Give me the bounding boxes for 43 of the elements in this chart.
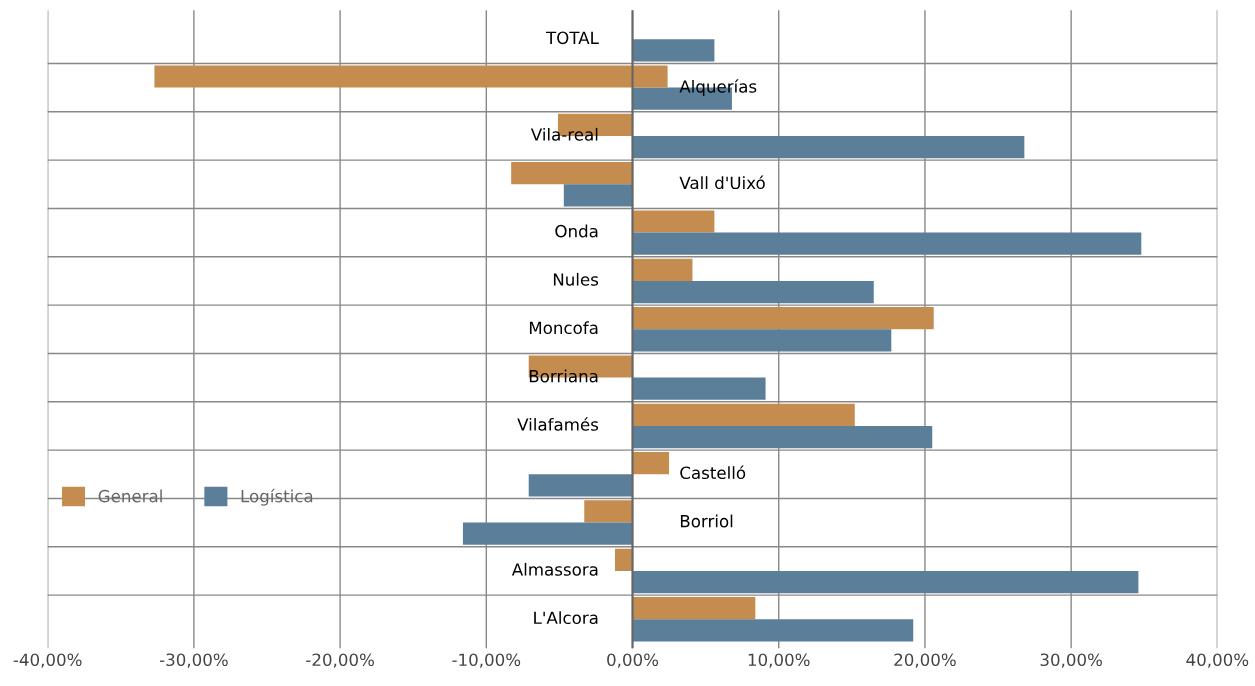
bar: [632, 403, 855, 426]
bar: [632, 619, 914, 642]
y-tick-label: Vall d'Uixó: [679, 175, 765, 190]
y-tick-label: Nules: [553, 272, 599, 286]
y-tick-label: Vila-real: [530, 127, 598, 141]
bar: [563, 184, 633, 207]
bar: [528, 474, 633, 497]
bar: [584, 500, 633, 523]
x-tick-label: 30,00%: [1040, 653, 1102, 668]
x-tick-label: -10,00%: [452, 653, 521, 668]
bar: [632, 570, 1139, 594]
bar: [632, 65, 668, 88]
bar: [632, 135, 1025, 159]
x-tick-label: -30,00%: [159, 653, 228, 668]
bar: [632, 425, 933, 449]
y-tick-label: Onda: [555, 224, 598, 238]
y-tick-label: L'Alcora: [534, 611, 598, 625]
bar: [614, 548, 633, 571]
y-tick-label: Castelló: [680, 465, 746, 480]
bar: [632, 232, 1142, 255]
y-tick-label: Borriol: [680, 514, 733, 528]
y-tick-label: Almassora: [511, 562, 598, 576]
y-tick-label: Moncofa: [529, 321, 598, 335]
bar: [511, 162, 633, 185]
x-tick-label: 0,00%: [607, 653, 659, 668]
x-tick-label: 20,00%: [894, 653, 956, 668]
bar: [632, 452, 670, 475]
bar: [632, 258, 693, 281]
bar: [632, 210, 715, 233]
bar: [632, 329, 892, 352]
bar: [632, 39, 715, 62]
x-tick-label: 10,00%: [748, 653, 810, 668]
x-tick-label: -20,00%: [306, 653, 374, 668]
bar: [462, 522, 633, 545]
x-tick-label: 40,00%: [1186, 653, 1249, 668]
bar: [632, 377, 766, 400]
bar: [632, 597, 756, 620]
y-tick-label: TOTAL: [545, 31, 599, 45]
y-tick-label: Vilafamés: [517, 417, 599, 431]
bar: [632, 280, 874, 304]
bar: [154, 65, 633, 88]
x-tick-label: -40,00%: [13, 653, 82, 668]
bar: [632, 307, 934, 330]
